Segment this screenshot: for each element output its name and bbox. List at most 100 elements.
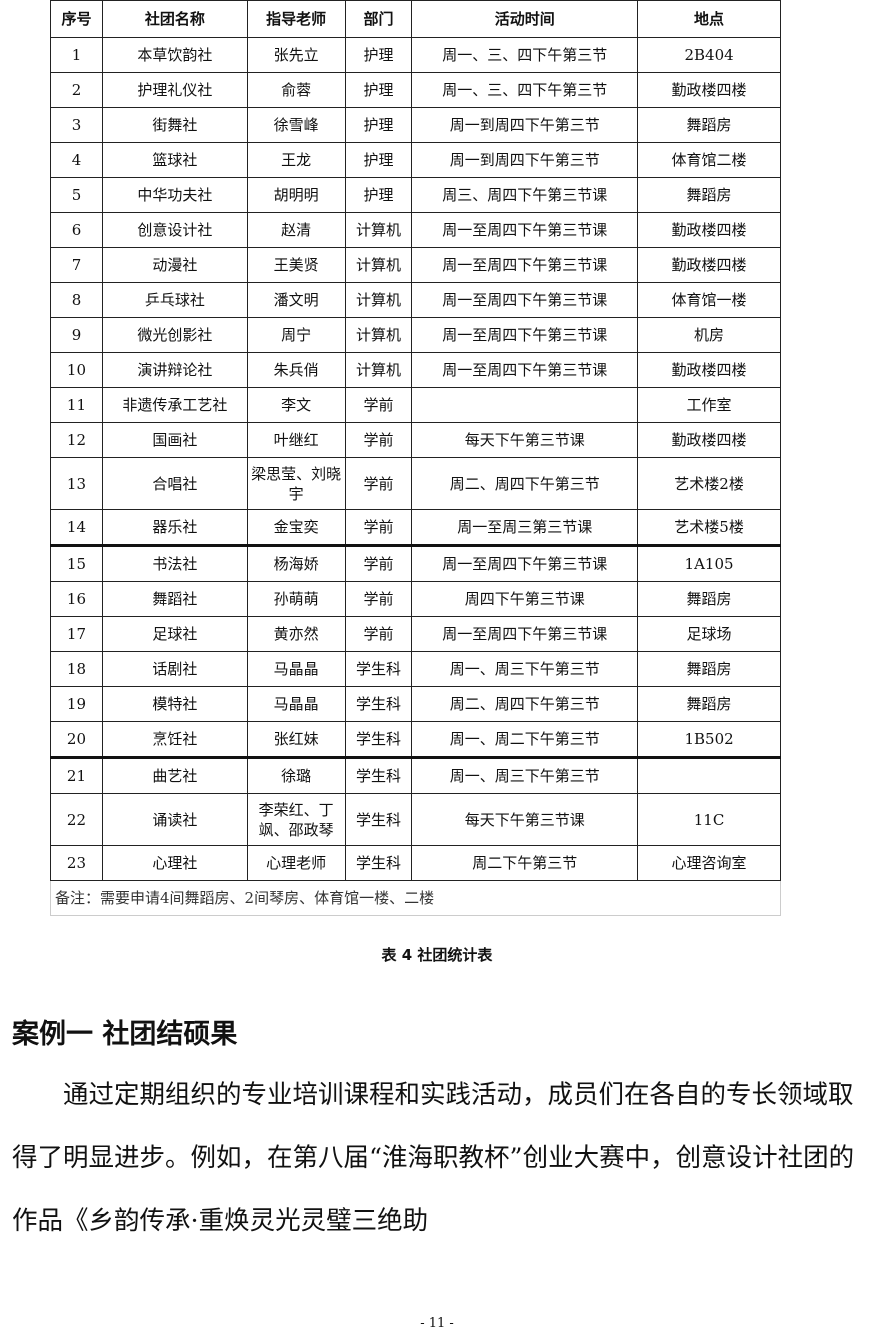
table-cell: 李荣红、丁飒、邵政琴	[246, 793, 346, 846]
column-header: 社团名称	[101, 0, 248, 38]
table-cell: 足球社	[101, 616, 248, 652]
table-cell: 勤政楼四楼	[637, 72, 781, 108]
table-cell: 体育馆二楼	[637, 142, 781, 178]
table-cell: 工作室	[637, 387, 781, 423]
table-cell: 计算机	[344, 247, 413, 283]
table-cell: 黄亦然	[246, 616, 346, 652]
table-cell: 16	[50, 581, 103, 617]
table-cell: 3	[50, 107, 103, 143]
table-cell: 艺术楼2楼	[637, 457, 781, 510]
table-cell: 学前	[344, 616, 413, 652]
table-row: 18 话剧社 马晶晶 学生科 周一、周三下午第三节 舞蹈房	[50, 651, 781, 687]
table-cell: 周一、周二下午第三节	[411, 721, 639, 758]
table-cell: 话剧社	[101, 651, 248, 687]
table-cell: 周一至周四下午第三节课	[411, 317, 639, 353]
table-cell: 合唱社	[101, 457, 248, 510]
table-cell: 9	[50, 317, 103, 353]
table-cell: 4	[50, 142, 103, 178]
table-cell: 模特社	[101, 686, 248, 722]
table-cell: 学前	[344, 387, 413, 423]
table-cell: 诵读社	[101, 793, 248, 846]
table-cell: 张先立	[246, 37, 346, 73]
table-cell: 曲艺社	[101, 756, 248, 794]
table-cell: 10	[50, 352, 103, 388]
table-cell: 周一至周四下午第三节课	[411, 282, 639, 318]
table-cell: 勤政楼四楼	[637, 247, 781, 283]
table-cell: 周一至周四下午第三节课	[411, 352, 639, 388]
table-row: 20 烹饪社 张红妹 学生科 周一、周二下午第三节 1B502	[50, 721, 781, 758]
table-cell: 周一至周三第三节课	[411, 509, 639, 546]
table-cell: 2	[50, 72, 103, 108]
table-cell: 周一到周四下午第三节	[411, 142, 639, 178]
table-cell: 每天下午第三节课	[411, 422, 639, 458]
table-cell: 金宝奕	[246, 509, 346, 546]
table-cell: 周一、周三下午第三节	[411, 756, 639, 794]
table-cell: 学生科	[344, 721, 413, 758]
club-table: 序号 社团名称 指导老师 部门 活动时间 地点 1 本草饮韵社 张先立 护理 周一、三、四下午第三…	[50, 0, 781, 916]
table-cell: 周一至周四下午第三节课	[411, 247, 639, 283]
table-cell: 器乐社	[101, 509, 248, 546]
table-cell: 舞蹈房	[637, 177, 781, 213]
table-cell: 19	[50, 686, 103, 722]
table-cell: 学前	[344, 581, 413, 617]
table-cell: 周三、周四下午第三节课	[411, 177, 639, 213]
table-row: 12 国画社 叶继红 学前 每天下午第三节课 勤政楼四楼	[50, 422, 781, 458]
table-cell: 周一、周三下午第三节	[411, 651, 639, 687]
table-cell: 俞蓉	[246, 72, 346, 108]
table-row: 3 街舞社 徐雪峰 护理 周一到周四下午第三节 舞蹈房	[50, 107, 781, 143]
table-cell: 演讲辩论社	[101, 352, 248, 388]
table-cell: 舞蹈社	[101, 581, 248, 617]
table-cell: 舞蹈房	[637, 686, 781, 722]
table-row: 2 护理礼仪社 俞蓉 护理 周一、三、四下午第三节 勤政楼四楼	[50, 72, 781, 108]
table-cell: 张红妹	[246, 721, 346, 758]
table-row: 17 足球社 黄亦然 学前 周一至周四下午第三节课 足球场	[50, 616, 781, 652]
table-cell: 护理	[344, 177, 413, 213]
table-row: 15 书法社 杨海娇 学前 周一至周四下午第三节课 1A105	[50, 544, 781, 582]
table-cell: 周宁	[246, 317, 346, 353]
body-paragraph: 通过定期组织的专业培训课程和实践活动，成员们在各自的专长领域取得了明显进步。例如…	[12, 1080, 855, 1236]
table-cell: 杨海娇	[246, 544, 346, 582]
table-row: 21 曲艺社 徐璐 学生科 周一、周三下午第三节	[50, 756, 781, 794]
table-cell: 书法社	[101, 544, 248, 582]
table-cell: 周四下午第三节课	[411, 581, 639, 617]
table-cell: 艺术楼5楼	[637, 509, 781, 546]
column-header: 序号	[50, 0, 103, 38]
table-cell: 梁思莹、刘晓宇	[246, 457, 346, 510]
table-cell: 周二下午第三节	[411, 845, 639, 881]
table-cell: 15	[50, 544, 103, 582]
table-cell: 22	[50, 793, 103, 846]
table-cell: 7	[50, 247, 103, 283]
table-cell: 舞蹈房	[637, 581, 781, 617]
table-cell: 街舞社	[101, 107, 248, 143]
table-cell: 学生科	[344, 793, 413, 846]
table-cell: 赵清	[246, 212, 346, 248]
table-cell: 2B404	[637, 37, 781, 73]
table-row: 1 本草饮韵社 张先立 护理 周一、三、四下午第三节 2B404	[50, 37, 781, 73]
table-cell: 5	[50, 177, 103, 213]
table-cell: 李文	[246, 387, 346, 423]
table-cell: 11	[50, 387, 103, 423]
table-cell: 徐璐	[246, 756, 346, 794]
table-row: 6 创意设计社 赵清 计算机 周一至周四下午第三节课 勤政楼四楼	[50, 212, 781, 248]
table-cell: 潘文明	[246, 282, 346, 318]
table-cell: 朱兵俏	[246, 352, 346, 388]
table-cell: 1	[50, 37, 103, 73]
table-cell: 胡明明	[246, 177, 346, 213]
table-cell: 足球场	[637, 616, 781, 652]
table-cell: 马晶晶	[246, 651, 346, 687]
table-cell: 计算机	[344, 352, 413, 388]
table-cell: 孙萌萌	[246, 581, 346, 617]
table-cell: 学前	[344, 422, 413, 458]
table-cell: 王美贤	[246, 247, 346, 283]
table-cell: 18	[50, 651, 103, 687]
column-header: 活动时间	[411, 0, 639, 38]
table-row: 19 模特社 马晶晶 学生科 周二、周四下午第三节 舞蹈房	[50, 686, 781, 722]
table-cell: 乒乓球社	[101, 282, 248, 318]
table-cell: 非遗传承工艺社	[101, 387, 248, 423]
table-row: 5 中华功夫社 胡明明 护理 周三、周四下午第三节课 舞蹈房	[50, 177, 781, 213]
table-cell: 21	[50, 756, 103, 794]
table-row: 7 动漫社 王美贤 计算机 周一至周四下午第三节课 勤政楼四楼	[50, 247, 781, 283]
table-cell: 13	[50, 457, 103, 510]
table-cell: 心理咨询室	[637, 845, 781, 881]
table-cell: 创意设计社	[101, 212, 248, 248]
